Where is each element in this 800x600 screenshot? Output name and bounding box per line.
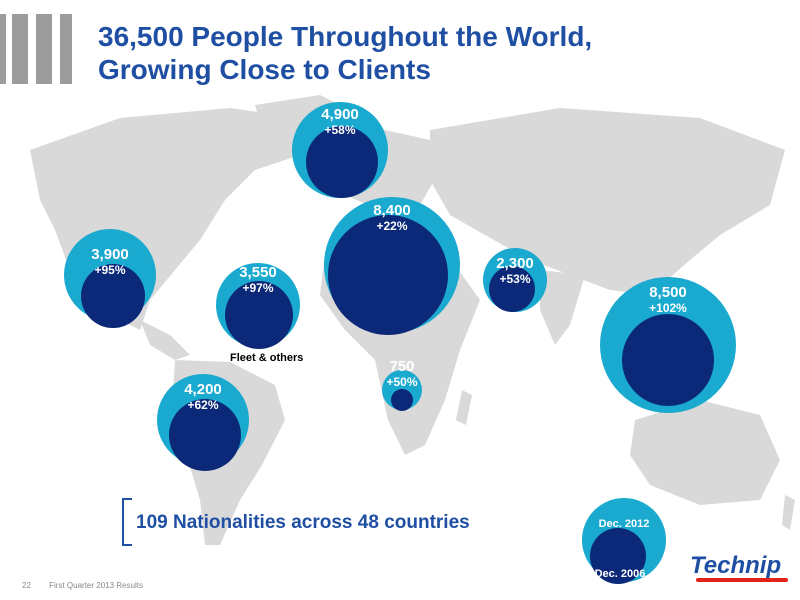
bubble-label-fleet: 3,550 +97%	[198, 264, 318, 295]
growth-percent: +102%	[649, 301, 687, 315]
nationalities-text: 109 Nationalities across 48 countries	[136, 512, 470, 533]
legend-outer-label: Dec. 2012	[598, 518, 650, 530]
footer-text: First Quarter 2013 Results	[49, 581, 143, 590]
headcount-value: 8,400	[373, 202, 411, 219]
header-bars-decoration	[0, 14, 80, 84]
bubble-label-brazil: 4,200 +62%	[143, 381, 263, 412]
bubble-label-europe: 8,400 +22%	[332, 202, 452, 233]
headcount-value: 750	[389, 358, 415, 375]
headcount-value: 2,300	[496, 255, 534, 272]
logo-swoosh	[696, 578, 788, 582]
headcount-value: 3,900	[91, 246, 129, 263]
page-number: 22	[22, 581, 31, 590]
bubble-label-middle-east: 2,300 +53%	[455, 255, 575, 286]
growth-percent: +22%	[376, 219, 408, 233]
headcount-value: 8,500	[649, 284, 687, 301]
bubble-inner-middle-east	[489, 266, 535, 312]
headcount-value: 3,550	[239, 264, 277, 281]
nationalities-bracket	[122, 498, 132, 546]
bubble-layer	[64, 102, 736, 471]
headcount-value: 4,200	[184, 381, 222, 398]
bubble-inner-africa	[391, 389, 413, 411]
bubble-inner-europe	[328, 215, 448, 335]
legend-bubble	[582, 498, 666, 584]
bubble-label-north-sea: 4,900 +58%	[280, 106, 400, 137]
title-line-2: Growing Close to Clients	[98, 54, 431, 85]
bubble-label-asia-pacific: 8,500 +102%	[608, 284, 728, 315]
bubble-inner-asia-pacific	[622, 314, 714, 406]
bubble-inner-us	[81, 264, 145, 328]
title-line-1: 36,500 People Throughout the World,	[98, 21, 593, 52]
bubble-inner-fleet	[225, 281, 293, 349]
growth-percent: +58%	[324, 123, 356, 137]
footer: 22 First Quarter 2013 Results	[22, 581, 159, 590]
growth-percent: +50%	[386, 375, 418, 389]
bubble-label-us: 3,900 +95%	[50, 246, 170, 277]
growth-percent: +62%	[187, 398, 219, 412]
bubble-label-africa: 750 +50%	[342, 358, 462, 389]
bubble-inner-north-sea	[306, 126, 378, 198]
legend-inner-label: Dec. 2006	[594, 568, 646, 580]
growth-percent: +53%	[499, 272, 531, 286]
headcount-value: 4,900	[321, 106, 359, 123]
fleet-label: Fleet & others	[230, 352, 304, 364]
growth-percent: +97%	[242, 281, 274, 295]
legend-inner-circle	[590, 528, 646, 584]
technip-logo: Technip	[690, 552, 782, 579]
growth-percent: +95%	[94, 263, 126, 277]
page-title: 36,500 People Throughout the World, Grow…	[98, 20, 592, 86]
bubble-inner-brazil	[169, 399, 241, 471]
